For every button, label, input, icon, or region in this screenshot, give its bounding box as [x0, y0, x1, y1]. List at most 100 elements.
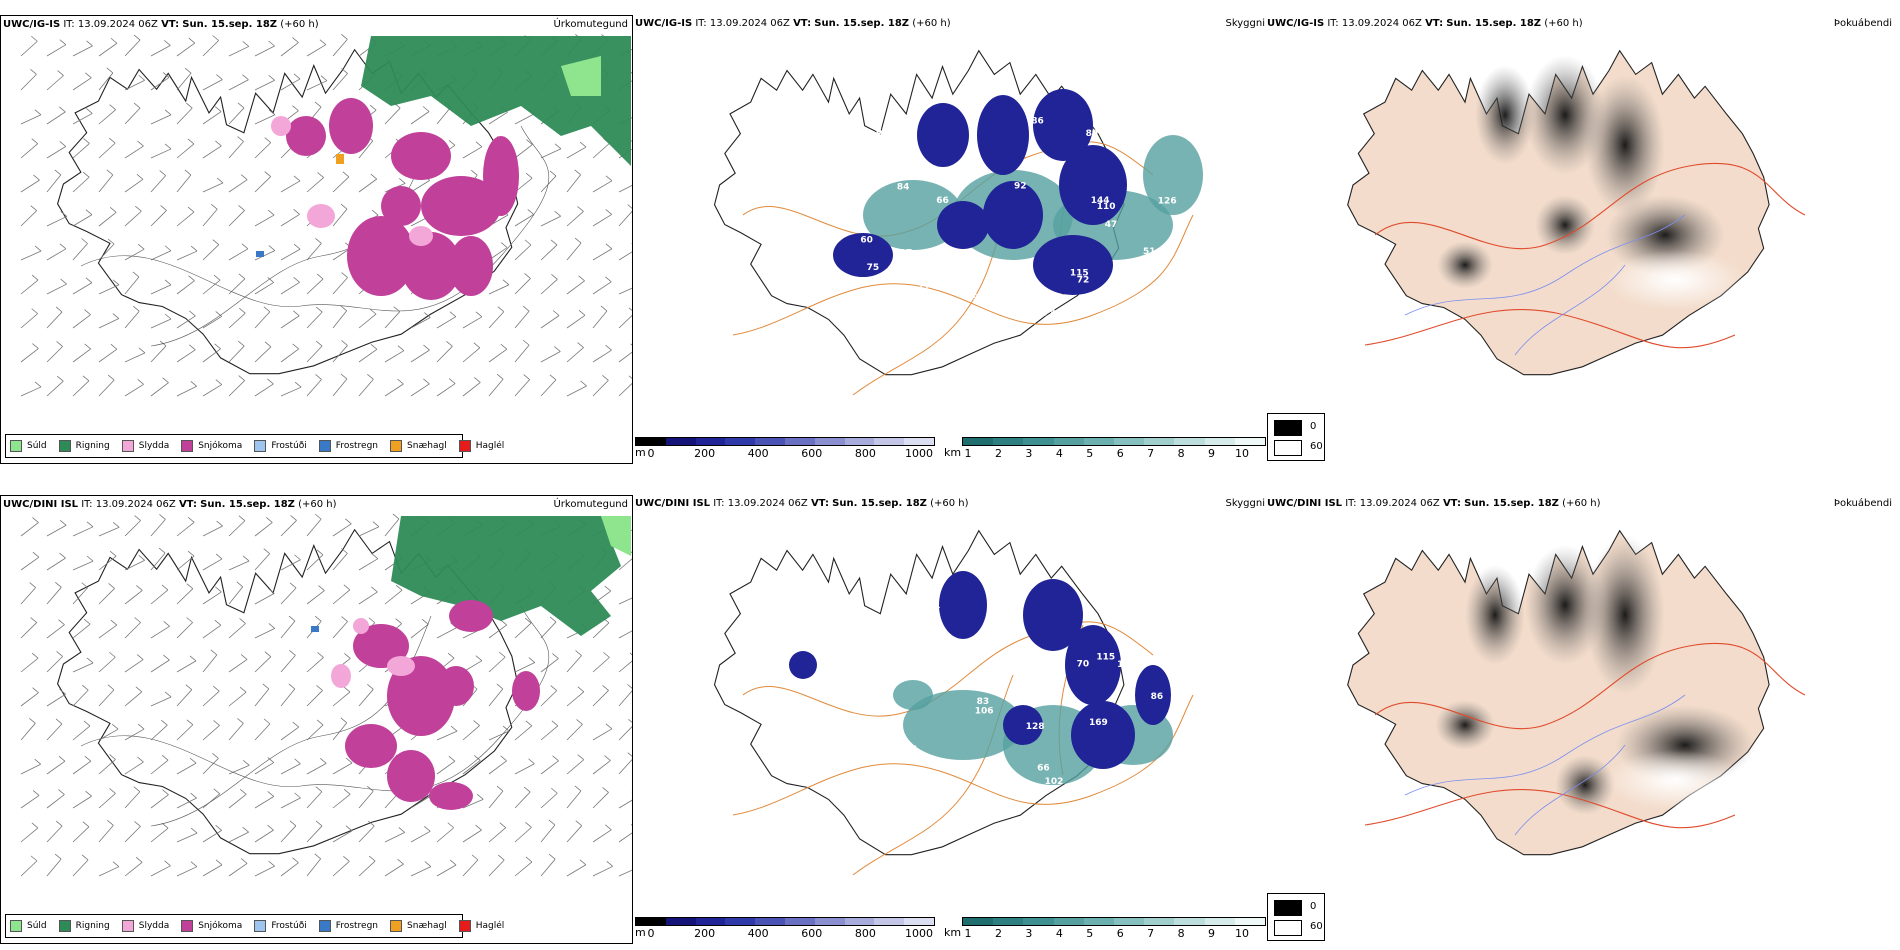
scale-swatch: [904, 918, 934, 925]
ceiling-value-label: 126: [1158, 196, 1177, 206]
scale-tick-label: 9: [1208, 447, 1216, 460]
legend-label: Frostregn: [335, 921, 379, 931]
scale-tick-label: 800: [854, 927, 876, 940]
fog-key-swatch: [1274, 900, 1302, 916]
it-label: IT:: [695, 18, 707, 29]
ceiling-value-label: 66: [936, 196, 949, 206]
lead-time: (+60 h): [298, 499, 337, 510]
legend-swatch: [254, 440, 267, 452]
lead-time: (+60 h): [930, 498, 969, 509]
scale-swatch: [755, 918, 785, 925]
scale-swatch: [725, 918, 756, 925]
legend-swatch: [390, 440, 403, 452]
scale-unit: km: [944, 926, 962, 939]
ceiling-value-label: 66: [1037, 763, 1050, 773]
ceiling-value-label: 92: [1014, 182, 1027, 192]
scale-tick-label: 6: [1116, 447, 1124, 460]
legend-item: Slydda: [121, 440, 170, 452]
ceiling-value-label: 75: [867, 263, 880, 273]
lead-time: (+60 h): [1562, 498, 1601, 509]
lead-time: (+60 h): [1544, 18, 1583, 29]
scale-swatch: [993, 918, 1024, 925]
ceiling-value-label: 90: [1111, 586, 1124, 596]
panel-title: Úrkomutegund: [553, 499, 628, 510]
scale-tick-label: 3: [1025, 927, 1033, 940]
vt-label: VT:: [161, 19, 180, 30]
precip-type-panel-top: UWC/IG-IS IT: 13.09.2024 06Z VT: Sun. 15…: [0, 15, 633, 464]
it-value: 13.09.2024 06Z: [1359, 498, 1440, 509]
fog-key-label: 0: [1310, 421, 1317, 432]
ceiling-scale-bottom: 0 200 400 600 800 1000 m: [635, 917, 935, 940]
precip-type-map-bottom: [20, 513, 632, 877]
visibility-map-bottom: 102 71 97 85 115 66 86 74 106 191 55 97 83 128 70 90 126…: [713, 529, 1194, 876]
ceiling-value-label: 169: [1089, 718, 1108, 728]
legend-label: Slydda: [138, 441, 170, 451]
legend-label: Snjókoma: [198, 921, 243, 931]
legend-swatch: [121, 920, 134, 932]
ceiling-value-label: 126: [845, 668, 864, 678]
scale-tick-label: 0: [647, 927, 655, 940]
fog-key-label: 60: [1310, 921, 1323, 932]
scale-tick-label: 7: [1147, 927, 1155, 940]
scale-bar: [635, 437, 935, 446]
panel-title: Úrkomutegund: [553, 19, 628, 30]
legend-label: Frostúði: [271, 921, 307, 931]
model-name: UWC/IG-IS: [3, 19, 61, 30]
fog-key-swatch: [1274, 920, 1302, 936]
scale-unit: m: [635, 926, 646, 939]
scale-swatch: [784, 918, 815, 925]
legend-swatch: [390, 920, 403, 932]
legend-label: Snæhagl: [407, 921, 447, 931]
legend-swatch: [318, 920, 331, 932]
ceiling-value-label: 83: [977, 697, 990, 707]
vt-value: Sun. 15.sep. 18Z: [200, 499, 295, 510]
scale-tick-label: 9: [1208, 927, 1216, 940]
scale-tick-label: 800: [854, 447, 876, 460]
scale-swatch: [1114, 438, 1145, 445]
legend-swatch: [10, 920, 22, 932]
lead-time: (+60 h): [912, 18, 951, 29]
ceiling-value-label: 70: [1077, 660, 1090, 670]
scale-swatch: [874, 438, 905, 445]
scale-swatch: [665, 438, 696, 445]
legend-item: Haglél: [458, 920, 504, 932]
scale-tick-label: 600: [801, 447, 823, 460]
ceiling-value-label: 117: [893, 249, 912, 259]
legend-item: Frostúði: [254, 920, 307, 932]
panel-title: Skyggni: [1225, 498, 1265, 509]
it-value: 13.09.2024 06Z: [77, 19, 158, 30]
model-name: UWC/IG-IS: [635, 18, 693, 29]
scale-swatch: [1083, 918, 1115, 925]
vt-value: Sun. 15.sep. 18Z: [1446, 18, 1542, 29]
legend-label: Rigning: [75, 441, 110, 451]
scale-tick-label: 6: [1116, 927, 1124, 940]
panel-header: UWC/IG-IS IT: 13.09.2024 06Z VT: Sun. 15…: [1267, 18, 1583, 29]
ceiling-value-label: 11: [1117, 660, 1130, 670]
ceiling-value-label: 47: [1105, 220, 1118, 230]
panel-header: UWC/IG-IS IT: 13.09.2024 06Z VT: Sun. 15…: [3, 19, 319, 30]
vt-value: Sun. 15.sep. 18Z: [832, 498, 927, 509]
scale-tick-label: 600: [801, 927, 823, 940]
scale-tick-label: 10: [1235, 447, 1249, 460]
scale-swatch: [695, 918, 726, 925]
scale-swatch: [1083, 438, 1115, 445]
scale-swatch: [1144, 438, 1175, 445]
it-label: IT:: [63, 19, 75, 30]
legend-label: Snæhagl: [407, 441, 447, 451]
scale-swatch: [874, 918, 905, 925]
legend-swatch: [10, 440, 22, 452]
fog-key-top: 0 60: [1267, 413, 1325, 461]
ceiling-value-label: 102: [1045, 777, 1064, 787]
vt-value: Sun. 15.sep. 18Z: [814, 18, 910, 29]
it-value: 13.09.2024 06Z: [95, 499, 176, 510]
visibility-panel-bottom: 102 71 97 85 115 66 86 74 106 191 55 97 83 128 70 90 126…: [633, 495, 1265, 944]
legend-item: Slydda: [121, 920, 169, 932]
it-label: IT:: [713, 498, 725, 509]
legend-item: Frostregn: [318, 440, 378, 452]
ceiling-value-label: 89: [966, 294, 979, 304]
ceiling-scale-top: 0 200 400 600 800 1000 m: [635, 437, 935, 460]
scale-tick-label: 2: [994, 927, 1002, 940]
legend-swatch: [58, 920, 71, 932]
panel-header: UWC/DINI ISL IT: 13.09.2024 06Z VT: Sun.…: [635, 498, 969, 509]
scale-tick-label: 1000: [905, 447, 933, 460]
